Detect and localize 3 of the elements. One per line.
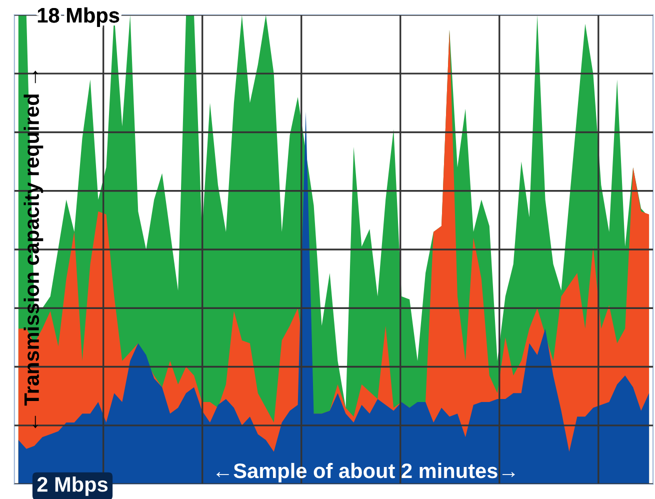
y-tick-label: 2 Mbps [37,476,108,496]
y-axis-title: ← Transmission capacity required → [24,70,44,428]
x-axis-title: ←Sample of about 2 minutes→ [216,462,515,482]
